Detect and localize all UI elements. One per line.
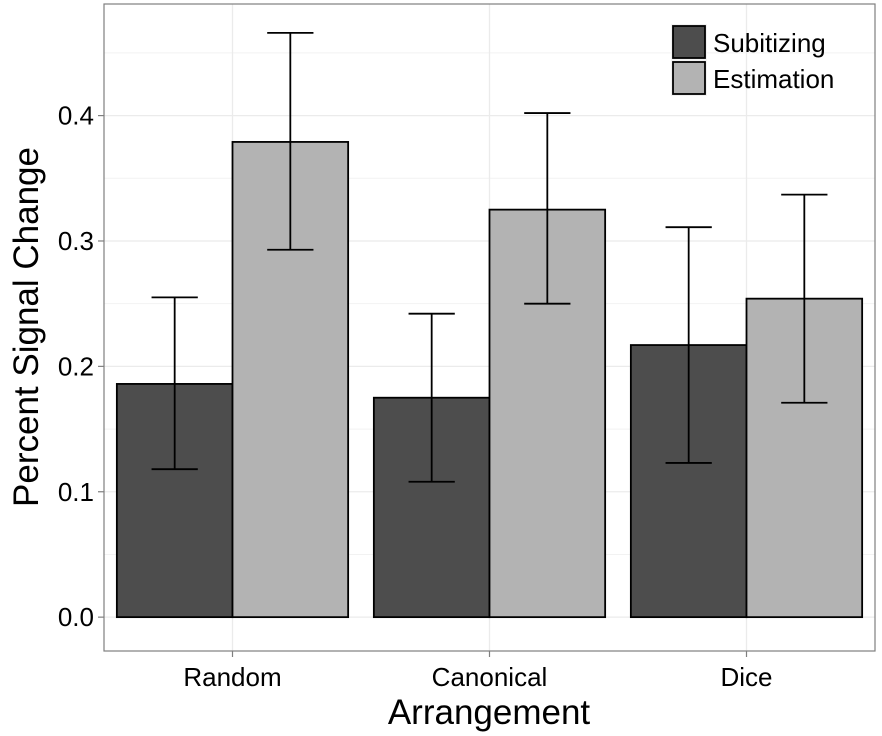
legend: Subitizing Estimation <box>671 24 834 96</box>
x-tick-label: Canonical <box>432 662 548 692</box>
bar-subitizing-dice <box>629 344 748 619</box>
x-axis: Random Canonical Dice <box>183 651 773 692</box>
y-axis-title: Percent Signal Change <box>7 147 46 507</box>
legend-key-subitizing <box>672 25 706 59</box>
y-axis: 0.0 0.1 0.2 0.3 0.4 <box>58 101 104 632</box>
x-axis-title: Arrangement <box>388 693 591 732</box>
y-tick-label: 0.4 <box>58 101 94 131</box>
legend-label-subitizing: Subitizing <box>713 28 826 58</box>
legend-key-estimation <box>672 61 706 95</box>
legend-label-estimation: Estimation <box>713 64 834 94</box>
y-tick-label: 0.1 <box>58 477 94 507</box>
x-tick-label: Dice <box>720 662 772 692</box>
y-tick-label: 0.2 <box>58 351 94 381</box>
y-tick-label: 0.0 <box>58 602 94 632</box>
x-tick-label: Random <box>183 662 281 692</box>
error-bars-layer <box>151 31 828 483</box>
y-tick-label: 0.3 <box>58 226 94 256</box>
